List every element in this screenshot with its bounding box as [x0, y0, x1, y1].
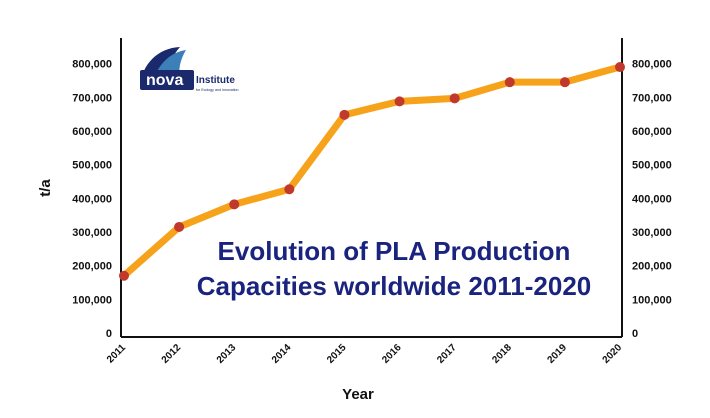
y-axis-title: t/a	[37, 179, 54, 197]
logo-name: nova	[146, 72, 183, 89]
left-y-tick-label: 800,000	[72, 59, 112, 71]
data-point	[615, 62, 625, 73]
right-y-tick-label: 400,000	[632, 193, 672, 205]
left-y-tick-label: 0	[106, 328, 112, 340]
left-y-tick-label: 300,000	[72, 227, 112, 239]
x-tick-label: 2014	[270, 342, 294, 366]
right-y-tick-label: 700,000	[632, 92, 672, 104]
data-point	[339, 109, 350, 120]
right-y-tick-label: 800,000	[632, 59, 672, 71]
x-tick-label: 2015	[325, 342, 349, 366]
axes	[120, 38, 623, 338]
x-tick-label: 2016	[380, 342, 404, 366]
left-y-tick-labels: 0 100,000 200,000 300,000 400,000 500,000 600,…	[72, 59, 112, 340]
left-y-tick-label: 400,000	[72, 193, 112, 205]
data-point	[449, 93, 460, 104]
left-y-tick-label: 700,000	[72, 92, 112, 104]
left-y-tick-label: 100,000	[72, 294, 112, 306]
chart-title-line-2: Capacities worldwide 2011-2020	[197, 271, 592, 301]
x-tick-label: 2019	[545, 342, 569, 366]
right-y-tick-label: 200,000	[632, 261, 672, 273]
chart-title-line-1: Evolution of PLA Production	[218, 236, 571, 266]
left-y-tick-label: 200,000	[72, 261, 112, 273]
x-tick-label: 2017	[435, 342, 459, 366]
series-line	[120, 63, 624, 280]
data-point	[394, 96, 405, 107]
x-tick-label: 2011	[105, 342, 128, 365]
data-point	[559, 77, 570, 88]
left-y-tick-label: 600,000	[72, 126, 112, 138]
x-axis-title: Year	[342, 386, 374, 403]
right-y-tick-label: 0	[632, 328, 638, 340]
right-y-tick-label: 600,000	[632, 126, 672, 138]
right-y-tick-labels: 0 100,000 200,000 300,000 400,000 500,000 600,…	[632, 59, 672, 340]
x-tick-label: 2012	[160, 342, 184, 366]
data-point	[229, 199, 240, 210]
right-y-tick-label: 500,000	[632, 160, 672, 172]
x-tick-label: 2020	[601, 342, 625, 366]
data-point	[119, 270, 129, 281]
logo-tagline: for Ecology and Innovation	[196, 88, 239, 92]
right-y-tick-label: 300,000	[632, 227, 672, 239]
x-tick-labels: 2011 2012 2013 2014 2015 2016 2017 2018 2019 2020	[105, 342, 624, 366]
series-group	[119, 62, 625, 281]
x-tick-label: 2018	[490, 342, 514, 366]
logo-box	[140, 70, 194, 90]
left-y-tick-label: 500,000	[72, 160, 112, 172]
data-point	[284, 184, 295, 195]
data-point	[174, 221, 185, 232]
nova-institute-logo: nova Institute for Ecology and Innovatio…	[140, 47, 239, 92]
logo-word: Institute	[196, 75, 235, 86]
x-tick-label: 2013	[215, 342, 239, 366]
data-point	[504, 77, 515, 88]
right-y-tick-label: 100,000	[632, 294, 672, 306]
